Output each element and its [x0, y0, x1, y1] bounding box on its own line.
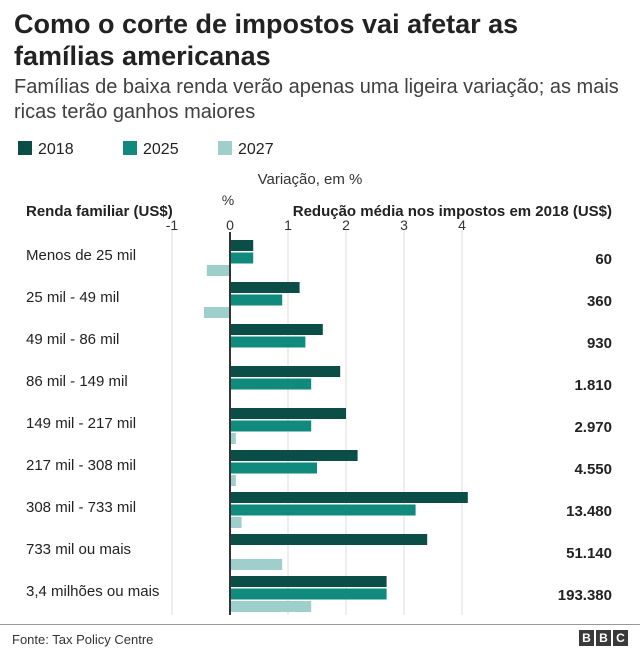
legend-swatch-2025	[123, 141, 137, 155]
legend-item-2025: 2025	[123, 141, 179, 159]
category-label: 3,4 milhões ou mais	[26, 583, 159, 600]
bar-2018	[230, 576, 387, 587]
footer-divider	[0, 624, 640, 625]
x-tick-label: 0	[226, 217, 234, 233]
reduction-value-label: 360	[587, 293, 612, 310]
category-label: 733 mil ou mais	[26, 541, 131, 558]
axis-unit-symbol: %	[222, 192, 234, 208]
legend-label-2027: 2027	[238, 141, 274, 158]
bar-2025	[230, 462, 317, 474]
bbc-logo-block: C	[613, 630, 628, 646]
reduction-value-label: 60	[595, 251, 612, 268]
reduction-value-label: 51.140	[566, 545, 612, 562]
bar-2018	[230, 534, 428, 545]
source-note: Fonte: Tax Policy Centre	[12, 632, 154, 647]
bar-2027	[230, 517, 242, 528]
bar-2025	[230, 336, 306, 348]
x-tick-label: 2	[342, 217, 350, 233]
bar-2027	[203, 307, 230, 318]
bar-2027	[230, 559, 283, 570]
bar-2025	[230, 504, 416, 516]
legend-label-2025: 2025	[143, 141, 179, 158]
reduction-value-label: 1.810	[574, 377, 612, 394]
legend-item-2027: 2027	[218, 141, 274, 159]
legend-swatch-2027	[218, 141, 232, 155]
category-label: 86 mil - 149 mil	[26, 373, 128, 390]
reduction-value-label: 193.380	[558, 587, 612, 604]
legend-item-2018: 2018	[18, 141, 74, 159]
bar-2027	[230, 433, 236, 444]
bbc-logo-block: B	[596, 630, 611, 646]
bar-2018	[230, 282, 300, 293]
reduction-value-label: 930	[587, 335, 612, 352]
bar-2025	[230, 378, 312, 390]
value-column-header: Redução média nos impostos em 2018 (US$)	[293, 203, 612, 220]
reduction-value-label: 13.480	[566, 503, 612, 520]
reduction-value-label: 4.550	[574, 461, 612, 478]
bar-2018	[230, 408, 346, 419]
bar-2018	[230, 450, 358, 461]
category-label: 49 mil - 86 mil	[26, 331, 119, 348]
category-label: Menos de 25 mil	[26, 247, 136, 264]
x-tick-label: 3	[400, 217, 408, 233]
category-column-header: Renda familiar (US$)	[26, 203, 173, 220]
x-tick-label: 1	[284, 217, 292, 233]
bar-2018	[230, 492, 468, 503]
bar-2027	[206, 265, 230, 276]
bar-2025	[230, 252, 254, 264]
category-label: 149 mil - 217 mil	[26, 415, 136, 432]
legend-label-2018: 2018	[38, 141, 74, 158]
reduction-value-label: 2.970	[574, 419, 612, 436]
x-tick-label: 4	[458, 217, 466, 233]
x-axis-label: Variação, em %	[258, 171, 363, 188]
category-label: 25 mil - 49 mil	[26, 289, 119, 306]
bbc-logo: B B C	[579, 630, 628, 646]
bbc-logo-block: B	[579, 630, 594, 646]
x-tick-label: -1	[166, 217, 179, 233]
bar-2025	[230, 588, 387, 600]
bar-2018	[230, 324, 323, 335]
category-label: 308 mil - 733 mil	[26, 499, 136, 516]
bar-2018	[230, 366, 341, 377]
bar-2027	[230, 475, 236, 486]
bar-2025	[230, 294, 283, 306]
bar-2025	[230, 420, 312, 432]
bar-chart: Variação, em % % Renda familiar (US$) Re…	[26, 171, 612, 615]
legend-swatch-2018	[18, 141, 32, 155]
category-label: 217 mil - 308 mil	[26, 457, 136, 474]
bar-2027	[230, 601, 312, 612]
chart-title: Como o corte de impostos vai afetar as f…	[14, 9, 519, 71]
chart-subtitle: Famílias de baixa renda verão apenas uma…	[14, 76, 619, 123]
bar-2018	[230, 240, 254, 251]
